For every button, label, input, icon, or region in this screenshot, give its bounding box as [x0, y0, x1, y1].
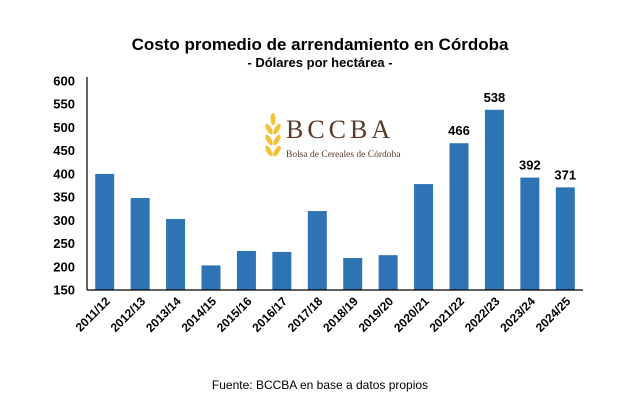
bar-2014/15: [201, 265, 221, 290]
bar-2016/17: [272, 251, 292, 290]
x-tick-label: 2021/22: [427, 294, 468, 335]
y-tick-label: 200: [53, 259, 75, 274]
x-tick-label: 2014/15: [179, 294, 220, 335]
bccba-logo: BCCBA Bolsa de Cereales de Córdoba: [262, 113, 402, 163]
x-tick-label: 2011/12: [73, 294, 113, 334]
x-tick-label: 2023/24: [497, 294, 538, 335]
x-tick-label: 2019/20: [356, 294, 397, 335]
bar-2015/16: [236, 250, 256, 290]
y-tick-label: 550: [53, 97, 75, 112]
bar-2023/24: [520, 177, 540, 290]
y-tick-label: 500: [53, 120, 75, 135]
x-tick-label: 2016/17: [249, 294, 290, 335]
bar-2012/13: [130, 198, 150, 290]
y-tick-label: 300: [53, 213, 75, 228]
x-tick-label: 2015/16: [214, 294, 255, 335]
bar-2020/21: [414, 184, 434, 290]
bar-2021/22: [449, 143, 469, 290]
x-tick-label: 2017/18: [285, 294, 326, 335]
x-tick-label: 2013/14: [143, 294, 184, 335]
bar-2019/20: [378, 255, 398, 290]
bar-2017/18: [307, 211, 327, 290]
logo-tagline: Bolsa de Cereales de Córdoba: [286, 150, 401, 160]
chart-title: Costo promedio de arrendamiento en Córdo…: [131, 35, 509, 54]
wheat-icon: [265, 113, 281, 157]
x-tick-label: 2020/21: [391, 294, 432, 335]
data-label: 466: [448, 123, 470, 138]
y-tick-label: 600: [53, 74, 75, 89]
x-tick-label: 2018/19: [320, 294, 361, 335]
bar-2011/12: [95, 173, 115, 290]
chart-subtitle: - Dólares por hectárea -: [247, 55, 393, 70]
logo-name: BCCBA: [286, 115, 395, 144]
y-tick-label: 400: [53, 166, 75, 181]
data-label: 371: [554, 167, 576, 182]
bar-2018/19: [343, 257, 363, 290]
bar-2013/14: [166, 218, 186, 290]
y-tick-label: 350: [53, 190, 75, 205]
bar-2024/25: [555, 187, 575, 290]
x-tick-label: 2024/25: [533, 294, 574, 335]
bar-2022/23: [484, 109, 504, 290]
y-tick-label: 250: [53, 236, 75, 251]
data-label: 392: [519, 158, 541, 173]
data-label: 538: [484, 90, 506, 105]
y-tick-label: 150: [53, 283, 75, 298]
x-tick-label: 2022/23: [462, 294, 503, 335]
y-tick-label: 450: [53, 143, 75, 158]
x-tick-label: 2012/13: [108, 294, 149, 335]
source-note: Fuente: BCCBA en base a datos propios: [211, 378, 429, 392]
